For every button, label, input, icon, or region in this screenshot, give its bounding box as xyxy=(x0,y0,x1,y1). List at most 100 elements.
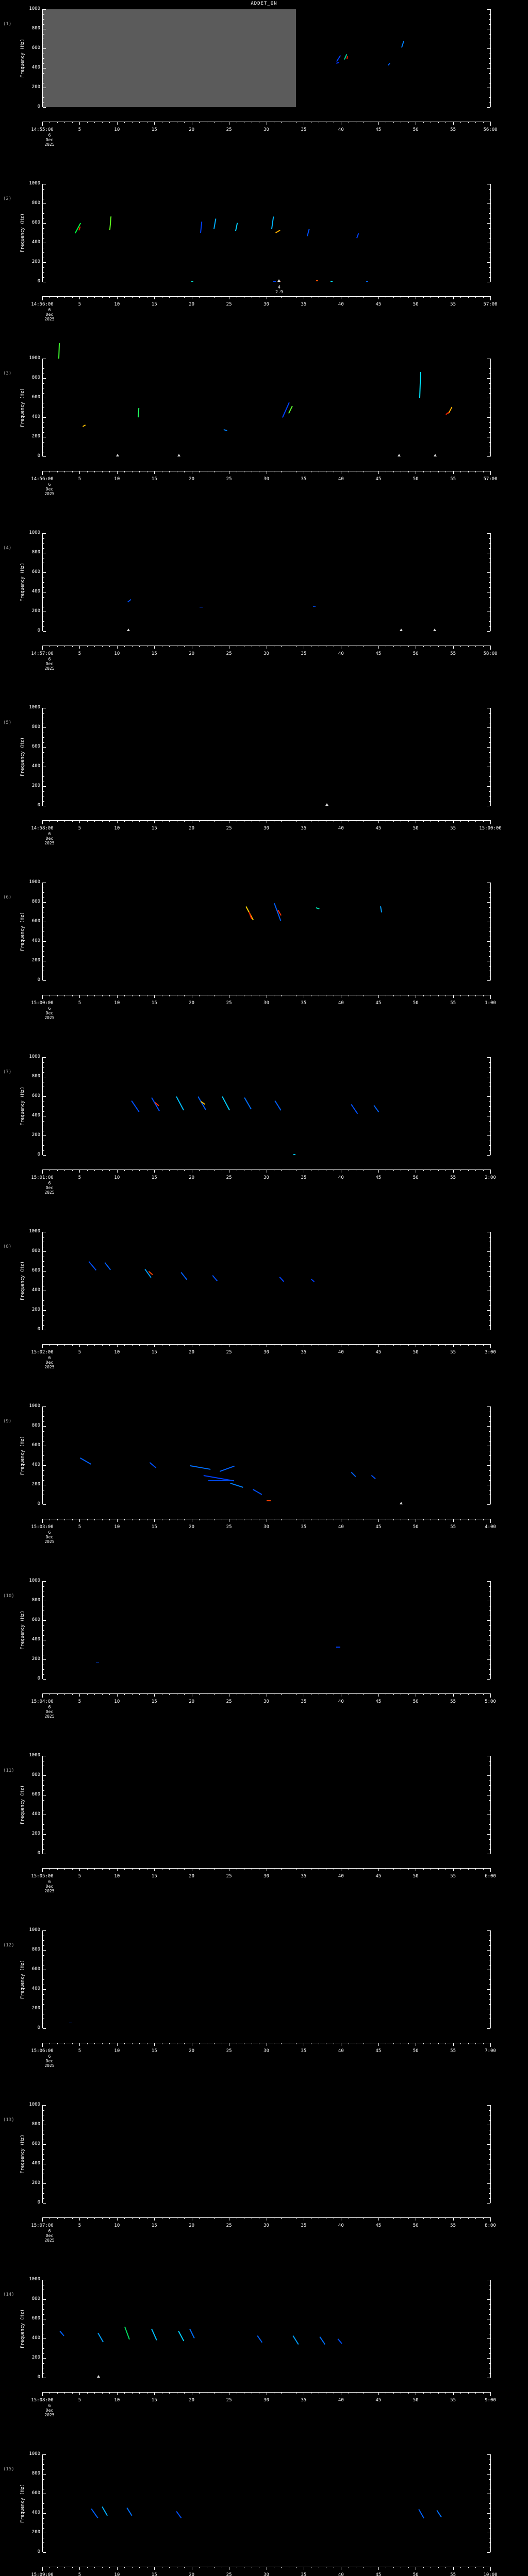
plot-area[interactable] xyxy=(42,708,491,806)
x-tick-label: 15:05:00 xyxy=(31,1874,54,1879)
y-axis-tick xyxy=(487,727,490,728)
spectrogram-panel[interactable]: (8) Frequency (Hz) 0 200 400 600 800 1000 15:02:… xyxy=(0,1229,528,1392)
x-axis-tick xyxy=(483,1519,484,1520)
plot-area[interactable] xyxy=(42,1581,491,1679)
y-tick-labels: 0 200 400 600 800 1000 xyxy=(18,2452,40,2554)
y-axis-tick xyxy=(487,1251,490,1252)
x-axis-tick xyxy=(139,1868,140,1870)
spectrogram-panel[interactable]: (14) Frequency (Hz) 0 200 400 600 800 1000 15:08… xyxy=(0,2277,528,2439)
spectrogram-panel[interactable]: (6) Frequency (Hz) 0 200 400 600 800 1000 15:00:… xyxy=(0,880,528,1042)
x-axis-end-cap xyxy=(490,1170,491,1174)
x-axis-tick xyxy=(87,296,88,298)
detection-trace xyxy=(351,1104,358,1114)
y-axis-tick xyxy=(43,1581,46,1582)
detection-trace xyxy=(212,1275,218,1281)
y-axis-tick xyxy=(43,432,44,433)
x-axis-tick xyxy=(79,1344,80,1347)
x-tick-label: 35 xyxy=(301,1524,307,1530)
x-axis-tick xyxy=(475,646,476,647)
event-triangle-marker[interactable] xyxy=(277,279,281,282)
spectrogram-panel[interactable]: (12) Frequency (Hz) 0 200 400 600 800 1000 15:06… xyxy=(0,1928,528,2090)
spectrogram-panel[interactable]: (2) Frequency (Hz) 0 200 400 600 800 1000 4 2.9 14… xyxy=(0,181,528,344)
event-triangle-marker[interactable] xyxy=(400,629,403,631)
event-triangle-marker[interactable] xyxy=(434,454,437,456)
plot-area[interactable] xyxy=(42,1756,491,1854)
spectrogram-panel[interactable]: (13) Frequency (Hz) 0 200 400 600 800 1000 15:07… xyxy=(0,2103,528,2265)
x-tick-label: 30 xyxy=(263,2223,269,2228)
plot-area[interactable] xyxy=(42,1232,491,1330)
spectrogram-panel[interactable]: (4) Frequency (Hz) 0 200 400 600 800 1000 14:57:… xyxy=(0,531,528,693)
plot-area[interactable] xyxy=(42,2105,491,2203)
spectrogram-panel[interactable]: (1) Frequency (Hz) 0 200 400 600 800 1000 14:55:… xyxy=(0,7,528,169)
x-axis-tick xyxy=(408,1519,409,1520)
spectrogram-panel[interactable]: (5) Frequency (Hz) 0 200 400 600 800 1000 14:58:… xyxy=(0,705,528,868)
event-triangle-marker[interactable] xyxy=(397,454,401,456)
y-axis-tick xyxy=(489,1625,490,1626)
spectrogram-panel[interactable]: (9) Frequency (Hz) 0 200 400 600 800 1000 15:03:… xyxy=(0,1404,528,1566)
spectrogram-panel[interactable]: (11) Frequency (Hz) 0 200 400 600 800 1000 15:05… xyxy=(0,1753,528,1916)
plot-area[interactable] xyxy=(42,883,491,980)
plot-area[interactable] xyxy=(42,2280,491,2378)
y-axis-tick xyxy=(489,427,490,428)
y-axis-tick xyxy=(43,1315,44,1316)
plot-area[interactable] xyxy=(42,1057,491,1156)
y-axis-tick xyxy=(489,1236,490,1238)
x-axis-tick xyxy=(131,1868,133,1870)
y-axis-tick xyxy=(489,2363,490,2364)
x-axis-tick xyxy=(109,1344,110,1346)
x-tick-label: 15:01:00 xyxy=(31,1175,54,1180)
y-axis-spine-right xyxy=(490,1756,491,1854)
plot-area[interactable] xyxy=(42,9,491,107)
detection-trace xyxy=(253,1488,262,1495)
y-axis-tick xyxy=(43,1440,44,1442)
plot-area[interactable] xyxy=(42,1406,491,1504)
event-triangle-marker[interactable] xyxy=(127,629,130,631)
y-axis-tick xyxy=(43,383,44,384)
y-axis-tick xyxy=(489,801,490,802)
spectrogram-panel[interactable]: (7) Frequency (Hz) 0 200 400 600 800 1000 15:01:… xyxy=(0,1055,528,1217)
x-axis-tick xyxy=(393,1344,394,1346)
event-triangle-marker[interactable] xyxy=(325,803,328,806)
spectrogram-panel[interactable]: (10) Frequency (Hz) 0 200 400 600 800 1000 15:04… xyxy=(0,1579,528,1741)
y-axis-tick xyxy=(489,597,490,598)
date-stamp-day: 6 xyxy=(48,2403,51,2408)
x-axis-tick xyxy=(72,995,73,996)
x-axis-tick xyxy=(423,471,424,472)
y-axis-tick xyxy=(489,1955,490,1956)
x-axis-tick xyxy=(281,1170,282,1171)
event-label-secondary: 2.9 xyxy=(275,290,283,294)
y-tick-label: 0 xyxy=(37,1152,40,1157)
y-axis-tick xyxy=(43,1630,44,1631)
event-triangle-marker[interactable] xyxy=(400,1502,403,1504)
y-tick-label: 600 xyxy=(31,1967,40,1972)
plot-area[interactable] xyxy=(42,184,491,282)
plot-area[interactable] xyxy=(42,1930,491,2028)
x-axis-tick xyxy=(154,1693,155,1697)
x-axis-tick xyxy=(199,2217,200,2219)
event-triangle-marker[interactable] xyxy=(116,454,120,456)
event-triangle-marker[interactable] xyxy=(433,629,437,631)
x-tick-label: 25 xyxy=(226,1350,232,1355)
plot-area[interactable] xyxy=(42,533,491,631)
y-axis-tick xyxy=(43,417,46,418)
event-triangle-marker[interactable] xyxy=(177,454,181,456)
plot-area[interactable] xyxy=(42,2454,491,2552)
x-tick-label: 10 xyxy=(114,2398,120,2403)
x-axis-tick xyxy=(102,2392,103,2394)
x-tick-labels: 15:06:00 5 10 15 20 25 30 35 40 45 50 55 7:00 xyxy=(0,2048,528,2055)
event-triangle-marker[interactable] xyxy=(96,2375,100,2378)
spectrogram-panel[interactable]: (15) Frequency (Hz) 0 200 400 600 800 1000 15:09… xyxy=(0,2452,528,2576)
y-axis-title-wrap: Frequency (Hz) xyxy=(6,2280,25,2378)
y-axis-tick xyxy=(43,1586,44,1587)
y-axis-tick xyxy=(489,1111,490,1112)
plot-area[interactable] xyxy=(42,343,491,456)
detection-trace xyxy=(151,2329,157,2341)
spectrogram-panel[interactable]: (3) Frequency (Hz) 0 200 400 600 800 1000 14:56:… xyxy=(0,343,528,518)
y-axis-tick xyxy=(43,1945,44,1946)
x-tick-label: 7:00 xyxy=(485,2048,496,2054)
y-axis-tick xyxy=(487,9,490,10)
y-tick-labels: 0 200 400 600 800 1000 xyxy=(18,7,40,109)
y-axis-tick xyxy=(43,626,44,627)
detection-trace xyxy=(288,406,293,414)
y-axis-spine-left xyxy=(42,883,43,980)
